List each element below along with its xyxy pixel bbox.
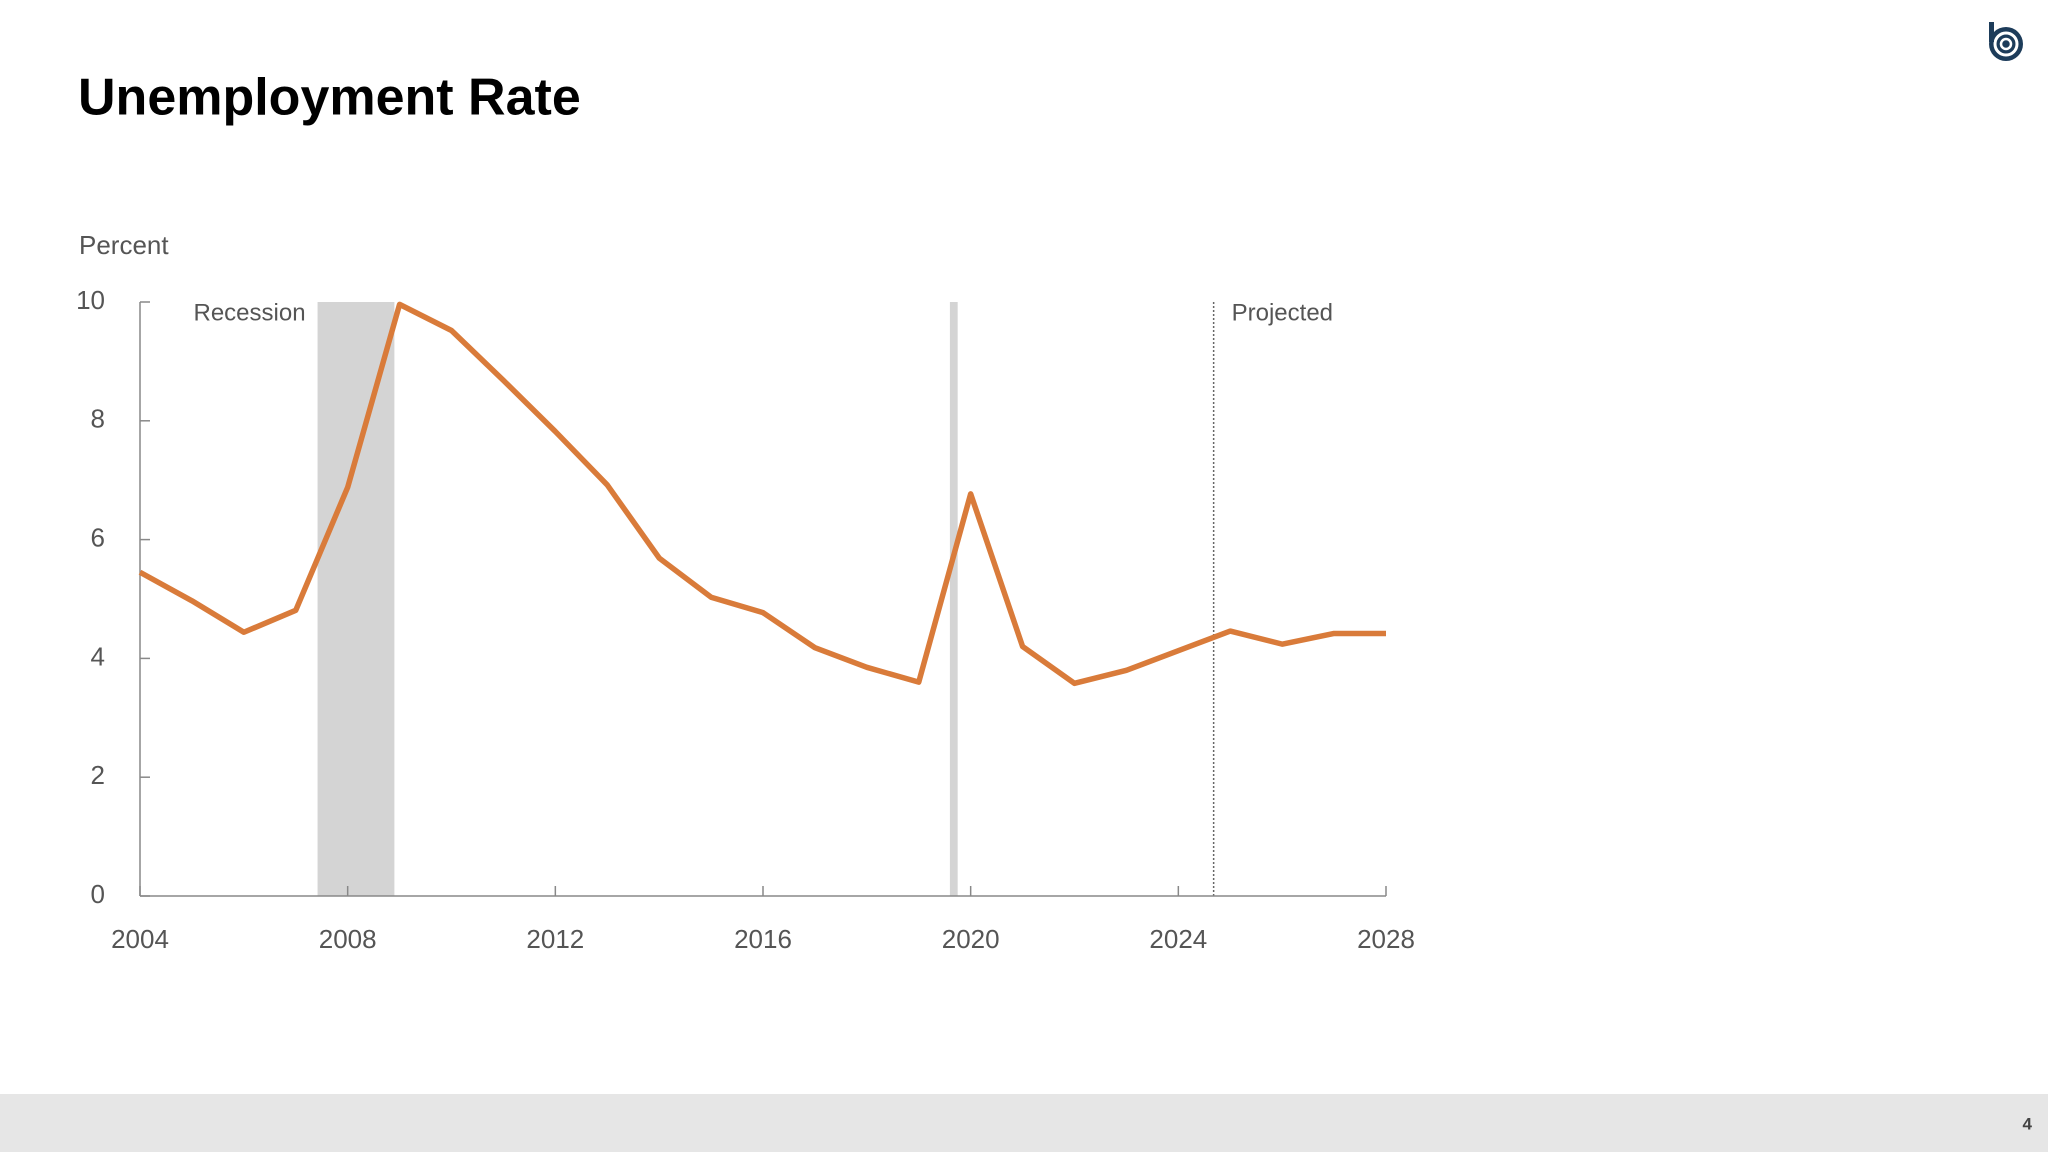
x-tick-label: 2024	[1149, 924, 1207, 954]
x-tick-label: 2016	[734, 924, 792, 954]
page-number: 4	[2023, 1114, 2033, 1133]
projection-label: Projected	[1232, 299, 1333, 326]
y-tick-label: 2	[91, 760, 105, 790]
y-tick-label: 8	[91, 404, 105, 434]
recession-label: Recession	[193, 299, 305, 326]
y-tick-label: 10	[76, 285, 105, 315]
y-tick-label: 6	[91, 522, 105, 552]
recession-band	[317, 302, 395, 896]
x-tick-label: 2028	[1357, 924, 1415, 954]
x-tick-label: 2004	[111, 924, 169, 954]
x-tick-label: 2008	[319, 924, 377, 954]
footer-band	[0, 1094, 2048, 1152]
logo	[1989, 22, 2023, 61]
recession-band	[949, 302, 958, 896]
x-tick-label: 2012	[526, 924, 584, 954]
x-tick-label: 2020	[942, 924, 1000, 954]
chart-title: Unemployment Rate	[78, 69, 581, 127]
y-tick-label: 4	[91, 641, 105, 671]
data-line	[138, 301, 1386, 687]
y-tick-label: 0	[91, 879, 105, 909]
y-axis-label: Percent	[79, 230, 169, 260]
